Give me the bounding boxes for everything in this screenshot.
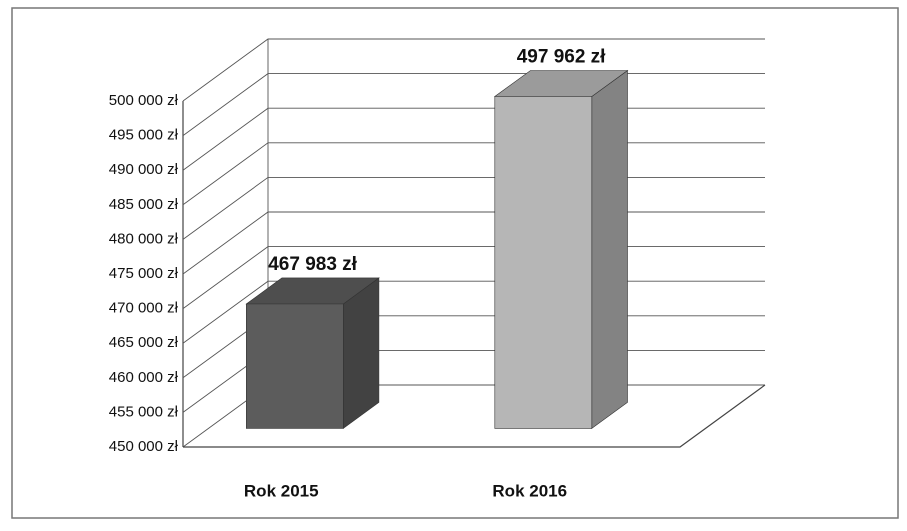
y-tick-label: 490 000 zł [109, 161, 179, 178]
floor-edge [183, 384, 766, 448]
bar-front [246, 303, 344, 429]
y-tick-label: 450 000 zł [109, 438, 179, 455]
x-tick-label: Rok 2016 [492, 481, 567, 500]
y-tick-label: 480 000 zł [109, 230, 179, 247]
y-tick-label: 465 000 zł [109, 334, 179, 351]
grid-line [182, 38, 765, 102]
bar-side [342, 277, 380, 429]
y-tick-label: 485 000 zł [109, 196, 179, 213]
y-tick-label: 470 000 zł [109, 300, 179, 317]
bar [493, 69, 629, 429]
y-tick-label: 475 000 zł [109, 265, 179, 282]
bar [245, 277, 380, 429]
x-tick-label: Rok 2015 [244, 481, 319, 500]
y-tick-label: 460 000 zł [109, 369, 179, 386]
y-tick-label: 495 000 zł [109, 127, 179, 144]
chart-frame [11, 7, 899, 519]
bar-front [494, 96, 593, 429]
bar-side [591, 69, 628, 429]
value-label: 497 962 zł [517, 46, 606, 67]
y-tick-label: 455 000 zł [109, 403, 179, 420]
value-label: 467 983 zł [268, 254, 357, 275]
y-tick-label: 500 000 zł [109, 92, 179, 109]
